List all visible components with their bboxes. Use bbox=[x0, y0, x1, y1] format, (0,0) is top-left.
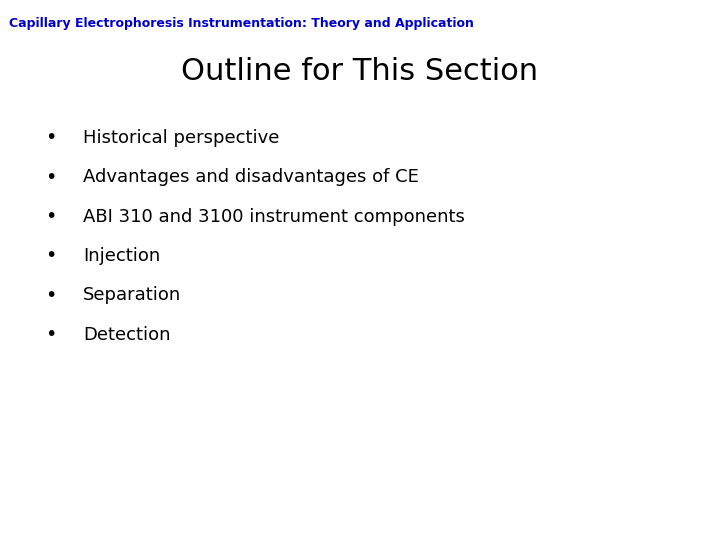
Text: •: • bbox=[45, 207, 56, 226]
Text: •: • bbox=[45, 167, 56, 187]
Text: Outline for This Section: Outline for This Section bbox=[181, 57, 539, 86]
Text: •: • bbox=[45, 246, 56, 266]
Text: Historical perspective: Historical perspective bbox=[83, 129, 279, 147]
Text: Injection: Injection bbox=[83, 247, 160, 265]
Text: Capillary Electrophoresis Instrumentation: Theory and Application: Capillary Electrophoresis Instrumentatio… bbox=[9, 17, 474, 30]
Text: ABI 310 and 3100 instrument components: ABI 310 and 3100 instrument components bbox=[83, 207, 464, 226]
Text: Advantages and disadvantages of CE: Advantages and disadvantages of CE bbox=[83, 168, 418, 186]
Text: •: • bbox=[45, 128, 56, 147]
Text: •: • bbox=[45, 286, 56, 305]
Text: Separation: Separation bbox=[83, 286, 181, 305]
Text: •: • bbox=[45, 325, 56, 345]
Text: Detection: Detection bbox=[83, 326, 171, 344]
